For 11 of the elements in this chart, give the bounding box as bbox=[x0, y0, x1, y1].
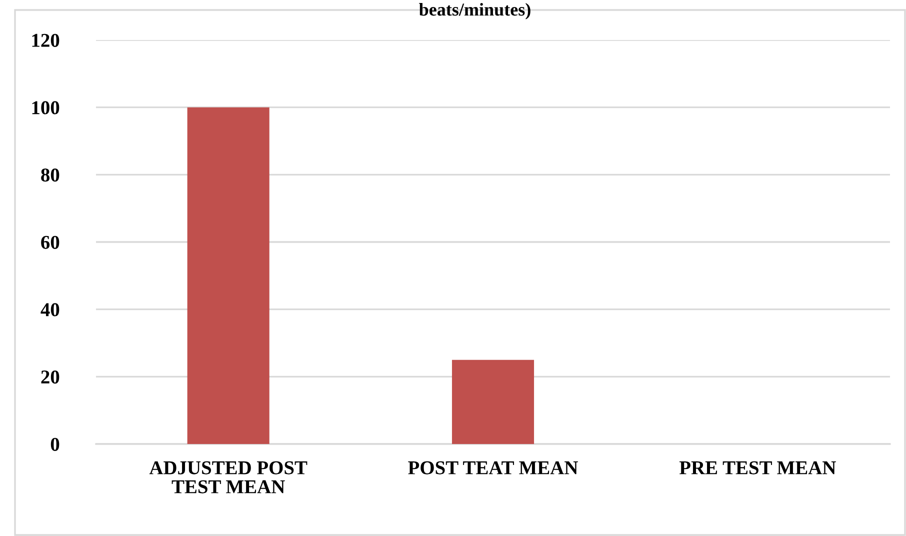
x-tick-label: PRE TEST MEAN bbox=[679, 461, 836, 474]
y-tick-label: 20 bbox=[41, 370, 60, 384]
chart-title: beats/minutes) bbox=[419, 3, 530, 20]
y-tick-label: 100 bbox=[32, 101, 60, 114]
y-tick-label: 80 bbox=[41, 168, 60, 182]
y-tick-label: 0 bbox=[50, 438, 60, 451]
y-tick-label: 40 bbox=[40, 303, 60, 316]
y-tick-label: 120 bbox=[32, 34, 60, 47]
x-tick-label: ADJUSTED POST TEST MEAN bbox=[149, 461, 308, 494]
y-tick-label: 60 bbox=[41, 236, 60, 249]
x-tick-label: POST TEAT MEAN bbox=[408, 461, 578, 474]
